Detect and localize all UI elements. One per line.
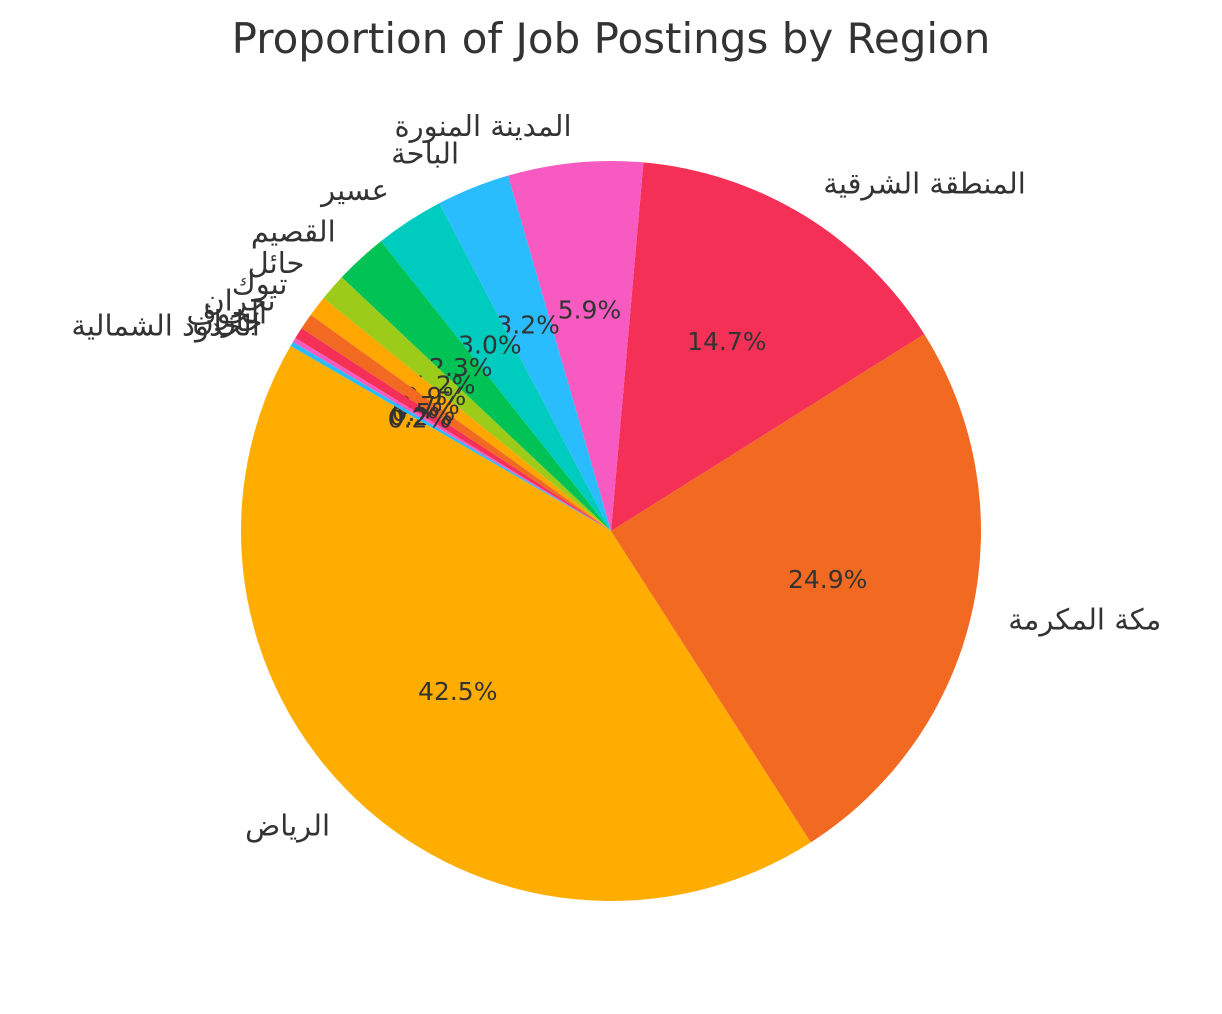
pie-slice — [611, 162, 925, 531]
pie-slice — [323, 277, 611, 531]
pie-slice — [290, 341, 611, 531]
slice-category-label: جازان — [192, 304, 262, 338]
pie-slice — [507, 161, 644, 532]
slice-category-label: تبوك — [232, 267, 288, 301]
slice-category-label: حائل — [248, 246, 305, 280]
slice-percent-label: 0.2% — [388, 404, 452, 433]
pie-slice — [380, 203, 611, 531]
chart-title: Proportion of Job Postings by Region — [231, 14, 991, 63]
slice-category-label: عسير — [319, 173, 389, 207]
pie-slice — [301, 314, 611, 531]
slice-category-label: الباحة — [391, 136, 459, 170]
slice-category-label: نجران — [203, 284, 275, 318]
pie-slice — [611, 334, 981, 843]
slice-percent-label: 14.7% — [687, 327, 766, 356]
slice-percent-label: 42.5% — [418, 677, 497, 706]
pie-slice — [240, 346, 811, 902]
pie-slice — [341, 241, 611, 532]
slice-category-label: المنطقة الشرقية — [823, 167, 1026, 201]
slice-category-label: القصيم — [251, 214, 336, 249]
slice-category-label: مكة المكرمة — [1008, 603, 1161, 637]
slice-category-label: الحدود الشمالية — [71, 308, 259, 342]
slice-category-label: الرياض — [245, 808, 330, 842]
slice-percent-label: 24.9% — [788, 565, 867, 594]
slice-category-label: المدينة المنورة — [394, 109, 571, 143]
pie-slice — [292, 338, 611, 531]
slice-percent-label: 5.9% — [558, 296, 622, 325]
pie-slice — [310, 298, 611, 531]
pie-slice — [295, 328, 611, 531]
pie-slice — [439, 175, 611, 532]
slice-category-label: الجوف — [186, 296, 267, 330]
